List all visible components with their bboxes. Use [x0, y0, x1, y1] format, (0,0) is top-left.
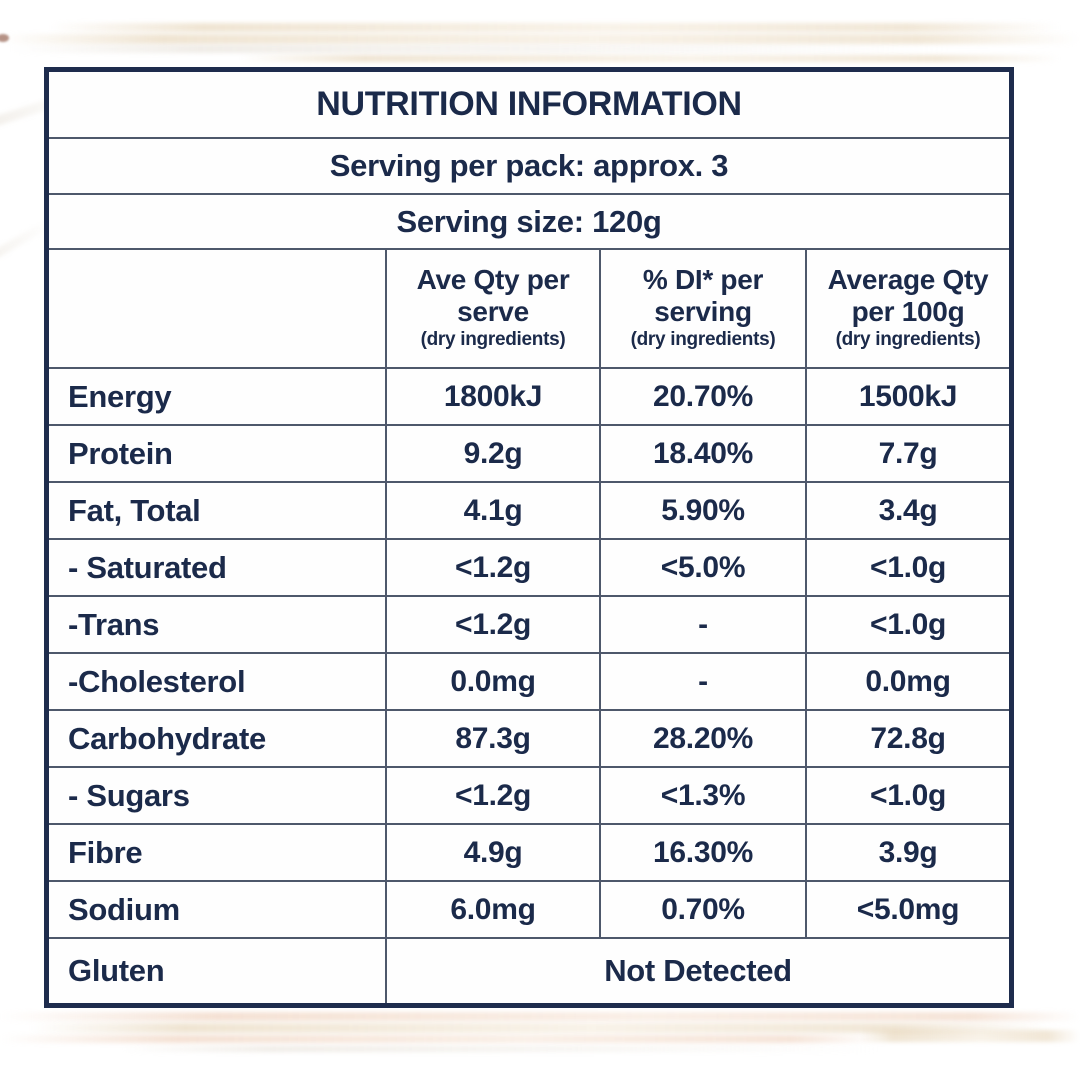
value-di-percent: 5.90% [599, 481, 805, 538]
header-empty-cell [49, 248, 385, 367]
value-di-percent: 18.40% [599, 424, 805, 481]
value-per-100g: 3.9g [805, 823, 1009, 880]
value-di-percent: 28.20% [599, 709, 805, 766]
serving-per-pack: Serving per pack: approx. 3 [49, 137, 1009, 193]
wood-streak [0, 34, 1080, 44]
wood-streak [0, 1035, 880, 1043]
value-per-serve: <1.2g [385, 766, 599, 823]
value-per-serve: 4.1g [385, 481, 599, 538]
wood-streak [0, 1012, 1080, 1021]
value-per-serve: <1.2g [385, 595, 599, 652]
value-per-serve: 4.9g [385, 823, 599, 880]
nutrient-name: -Cholesterol [49, 652, 385, 709]
value-per-serve: 6.0mg [385, 880, 599, 937]
value-di-percent: - [599, 652, 805, 709]
value-per-100g: <1.0g [805, 766, 1009, 823]
nutrient-name: - Saturated [49, 538, 385, 595]
header-note: (dry ingredients) [835, 328, 981, 350]
value-di-percent: - [599, 595, 805, 652]
value-per-100g: <1.0g [805, 538, 1009, 595]
nutrient-name: Protein [49, 424, 385, 481]
value-per-100g: 7.7g [805, 424, 1009, 481]
value-per-serve: <1.2g [385, 538, 599, 595]
nutrient-name: Sodium [49, 880, 385, 937]
value-per-100g: <5.0mg [805, 880, 1009, 937]
header-ave-qty-per-serve: Ave Qty per serve (dry ingredients) [385, 248, 599, 367]
value-di-percent: 20.70% [599, 367, 805, 424]
value-per-100g: 3.4g [805, 481, 1009, 538]
header-note: (dry ingredients) [420, 328, 566, 350]
value-di-percent: 16.30% [599, 823, 805, 880]
header-di-per-serving: % DI* per serving (dry ingredients) [599, 248, 805, 367]
wood-knot-speck [0, 34, 9, 42]
wood-streak [860, 1030, 1080, 1042]
nutrient-name: Fat, Total [49, 481, 385, 538]
wood-streak [50, 23, 1060, 32]
header-average-qty-per-100g: Average Qty per 100g (dry ingredients) [805, 248, 1009, 367]
serving-size: Serving size: 120g [49, 193, 1009, 248]
nutrient-name: Fibre [49, 823, 385, 880]
value-per-100g: 1500kJ [805, 367, 1009, 424]
header-heading: Ave Qty per serve [416, 263, 570, 327]
nutrition-information-table: NUTRITION INFORMATION Serving per pack: … [44, 67, 1014, 1008]
value-per-100g: <1.0g [805, 595, 1009, 652]
nutrient-name: Energy [49, 367, 385, 424]
nutrient-name: -Trans [49, 595, 385, 652]
table-title: NUTRITION INFORMATION [316, 85, 742, 123]
value-di-percent: <5.0% [599, 538, 805, 595]
value-per-100g: 0.0mg [805, 652, 1009, 709]
value-per-serve: 0.0mg [385, 652, 599, 709]
wood-streak [10, 45, 950, 53]
value-per-serve: 87.3g [385, 709, 599, 766]
header-heading: Average Qty per 100g [827, 263, 989, 327]
gluten-value: Not Detected [385, 937, 1009, 1003]
value-per-serve: 1800kJ [385, 367, 599, 424]
value-di-percent: 0.70% [599, 880, 805, 937]
nutrient-name: Carbohydrate [49, 709, 385, 766]
wood-streak [240, 55, 1060, 62]
nutrient-name-gluten: Gluten [49, 937, 385, 1003]
nutrient-name: - Sugars [49, 766, 385, 823]
wood-streak [30, 1023, 1050, 1033]
value-per-100g: 72.8g [805, 709, 1009, 766]
wood-streak [120, 1046, 880, 1052]
header-heading: % DI* per serving [642, 263, 764, 327]
value-di-percent: <1.3% [599, 766, 805, 823]
header-note: (dry ingredients) [630, 328, 776, 350]
value-per-serve: 9.2g [385, 424, 599, 481]
